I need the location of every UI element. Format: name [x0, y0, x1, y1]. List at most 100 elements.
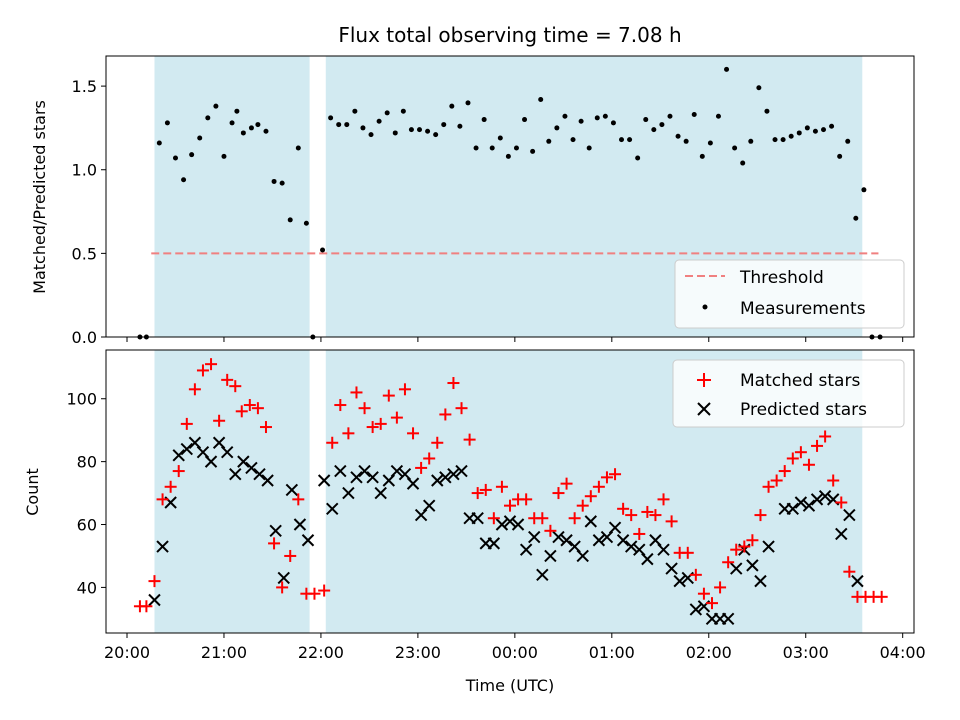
matched-star-point	[382, 389, 395, 402]
measurement-point	[197, 135, 203, 141]
matched-star-point	[164, 480, 177, 493]
matched-star-point	[140, 600, 153, 613]
matched-star-point	[617, 502, 630, 515]
matched-star-point	[843, 565, 856, 578]
measurement-point	[181, 177, 187, 183]
predicted-star-point	[721, 612, 735, 626]
measurement-point	[675, 133, 681, 139]
matched-star-point	[439, 408, 452, 421]
measurement-point	[425, 128, 431, 134]
measurement-point	[433, 132, 439, 138]
y-tick-label: 40	[77, 578, 97, 597]
measurement-point	[707, 140, 713, 146]
matched-star-point	[358, 402, 371, 415]
measurement-point	[683, 138, 689, 144]
matched-star-point	[334, 399, 347, 412]
measurement-point	[441, 122, 447, 128]
matched-star-point	[318, 584, 331, 597]
predicted-star-point	[762, 540, 775, 553]
predicted-star-point	[261, 474, 274, 487]
predicted-star-point	[350, 471, 363, 484]
measurement-point	[764, 108, 770, 114]
matched-star-point	[366, 421, 379, 434]
matched-star-point	[778, 465, 791, 478]
legend-predicted-label: Predicted stars	[740, 400, 867, 420]
predicted-star-point	[326, 502, 339, 516]
predicted-star-point	[447, 467, 460, 481]
measurement-point	[788, 133, 794, 139]
measurement-point	[320, 247, 326, 253]
matched-star-point	[504, 499, 516, 512]
matched-star-point	[407, 427, 420, 440]
matched-star-point	[180, 417, 193, 430]
matched-star-point	[431, 436, 444, 449]
measurement-point	[853, 215, 859, 221]
predicted-star-point	[835, 527, 848, 541]
predicted-star-point	[657, 543, 670, 556]
matched-star-point	[259, 421, 272, 434]
measurement-point	[756, 85, 762, 91]
predicted-star-point	[358, 464, 371, 478]
matched-star-point	[471, 487, 484, 500]
measurement-point	[821, 127, 827, 133]
measurement-point	[234, 108, 240, 114]
predicted-star-point	[317, 474, 331, 487]
predicted-star-point	[439, 471, 452, 484]
measurement-point	[829, 123, 835, 129]
bottom-plot-frame	[105, 349, 915, 634]
predicted-star-point	[689, 603, 703, 616]
bottom-legend-box	[672, 359, 905, 428]
matched-star-point	[665, 515, 678, 528]
measurement-point	[344, 122, 350, 128]
measurement-point	[465, 100, 471, 106]
y-tick-label: 1.0	[72, 161, 97, 180]
measurement-point	[473, 145, 479, 151]
matched-star-point	[390, 411, 403, 424]
predicted-star-point	[560, 534, 573, 547]
predicted-star-point	[616, 534, 630, 547]
matched-star-point	[156, 493, 169, 506]
observing-window-shade	[154, 56, 310, 337]
measurement-point	[336, 122, 342, 128]
matched-star-point	[641, 505, 654, 518]
measurement-point	[837, 153, 843, 159]
measurement-point	[546, 138, 552, 144]
predicted-star-point	[148, 593, 161, 607]
matched-star-point	[374, 417, 387, 430]
measurement-point	[602, 113, 608, 119]
predicted-star-point	[584, 515, 598, 528]
bottom-legend: Matched stars Predicted stars	[672, 359, 905, 428]
measurement-point	[392, 130, 398, 136]
x-tick-label: 22:00	[298, 643, 344, 662]
measurement-point	[530, 148, 536, 154]
matched-star-point	[706, 597, 718, 610]
y-tick-label: 80	[77, 453, 97, 472]
matched-star-point	[770, 474, 783, 487]
legend-predicted-swatch	[697, 402, 711, 416]
matched-star-point	[292, 493, 305, 506]
matched-star-point	[221, 373, 234, 386]
measurement-point	[699, 153, 705, 159]
predicted-star-point	[334, 464, 347, 478]
measurement-point	[279, 180, 285, 186]
x-tick-label: 04:00	[880, 643, 926, 662]
predicted-star-point	[455, 464, 468, 478]
predicted-star-point	[390, 464, 404, 478]
matched-star-point	[600, 471, 613, 484]
measurement-point	[570, 137, 576, 143]
matched-star-point	[584, 490, 597, 503]
measurement-point	[578, 118, 584, 124]
measurement-point	[845, 138, 851, 144]
top-legend: Threshold Measurements	[674, 259, 905, 329]
measurement-point	[627, 137, 633, 143]
predicted-star-point	[406, 477, 420, 490]
predicted-star-point	[471, 512, 484, 525]
predicted-star-point	[229, 467, 242, 481]
legend-measurements-swatch	[702, 304, 708, 310]
measurement-point	[417, 127, 423, 133]
matched-star-point	[205, 358, 218, 371]
predicted-star-point	[301, 534, 315, 547]
matched-star-point	[714, 581, 727, 594]
matched-star-point	[819, 430, 832, 443]
measurement-point	[748, 138, 754, 144]
